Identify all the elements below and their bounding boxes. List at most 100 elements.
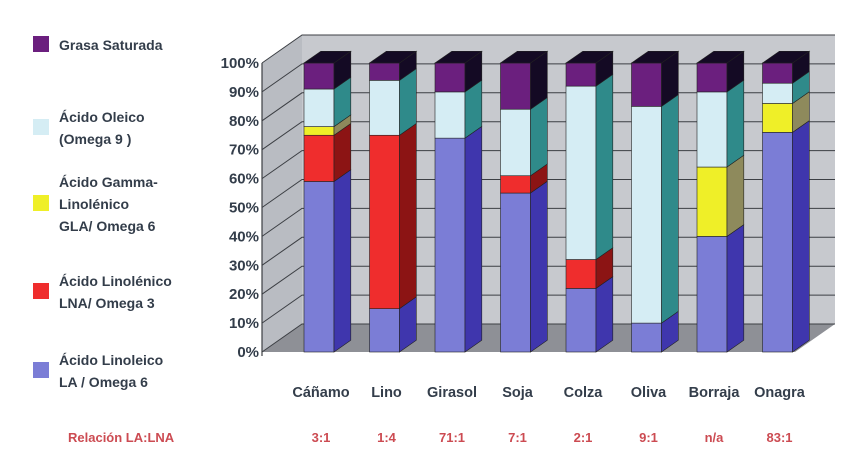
y-tick-label: 80% bbox=[229, 113, 259, 130]
bar-top bbox=[434, 50, 483, 64]
legend-label: Ácido Oleico bbox=[59, 109, 145, 125]
bar-segment bbox=[500, 108, 531, 177]
legend-item-acido-gamma: Ácido Gamma- Linolénico GLA/ Omega 6 bbox=[33, 174, 158, 234]
legend-label: Ácido Linoleico bbox=[59, 352, 163, 368]
y-tick-label: 20% bbox=[229, 286, 259, 303]
ratio-value: 83:1 bbox=[766, 430, 792, 445]
gridline bbox=[261, 34, 835, 64]
bar-segment-side bbox=[530, 96, 548, 177]
bar-segment-side bbox=[595, 73, 614, 261]
legend-label: GLA/ Omega 6 bbox=[59, 218, 156, 234]
y-tick-label: 0% bbox=[237, 344, 259, 361]
ratio-row: Relación LA:LNA 3:1 1:4 71:1 7:1 2:1 9:1 n/a 83:… bbox=[68, 430, 793, 445]
category-label: Cáñamo bbox=[292, 385, 349, 401]
bar-segment bbox=[369, 62, 400, 81]
y-axis-ticks: 0% 10% 20% 30% 40% 50% 60% 70% 80% 90% 100% bbox=[221, 55, 259, 361]
category-label: Oliva bbox=[631, 385, 667, 401]
bar-segment bbox=[303, 62, 335, 90]
bar-top bbox=[761, 50, 811, 64]
y-tick-label: 40% bbox=[229, 228, 259, 245]
bar-segment-side bbox=[792, 120, 810, 353]
ratio-value: 3:1 bbox=[312, 430, 331, 445]
bar-segment bbox=[500, 175, 531, 194]
category-label: Onagra bbox=[754, 385, 806, 401]
bar-segment bbox=[696, 166, 728, 237]
bar-segment bbox=[631, 106, 662, 324]
legend-swatch bbox=[33, 36, 49, 52]
bar-lino bbox=[368, 50, 418, 353]
bar-segment-side bbox=[399, 122, 417, 310]
legend-item-acido-linolenico: Ácido Linolénico LNA/ Omega 3 bbox=[33, 273, 172, 311]
bar-segment bbox=[762, 103, 793, 133]
category-label: Lino bbox=[371, 385, 402, 401]
bar-segment bbox=[696, 236, 728, 353]
legend-label: Linolénico bbox=[59, 196, 129, 212]
legend-swatch bbox=[33, 362, 49, 378]
bar-segment bbox=[434, 91, 466, 139]
bar-segment bbox=[631, 322, 662, 353]
category-label: Borraja bbox=[689, 385, 741, 401]
x-axis-categories: Cáñamo Lino Girasol Soja Colza Oliva Borraja On… bbox=[292, 385, 805, 401]
y-tick-label: 100% bbox=[221, 55, 259, 72]
chart-bars bbox=[303, 50, 811, 353]
bar-segment bbox=[500, 192, 531, 353]
y-tick-label: 90% bbox=[229, 84, 259, 101]
bar-top bbox=[565, 50, 614, 64]
bar-segment bbox=[303, 88, 335, 127]
y-tick-label: 60% bbox=[229, 171, 259, 188]
category-label: Girasol bbox=[427, 385, 477, 401]
bar-top bbox=[303, 50, 352, 64]
bar-segment-side bbox=[661, 94, 679, 324]
legend-item-grasa-saturada: Grasa Saturada bbox=[33, 36, 163, 53]
bar-segment bbox=[500, 62, 531, 110]
ratio-row-label: Relación LA:LNA bbox=[68, 430, 175, 445]
y-tick-label: 70% bbox=[229, 142, 259, 159]
legend-label: Ácido Linolénico bbox=[59, 273, 172, 289]
bar-segment bbox=[696, 62, 728, 93]
bar-segment bbox=[762, 62, 793, 84]
bar-borraja bbox=[696, 50, 745, 353]
bar-top bbox=[630, 50, 680, 64]
bar-segment bbox=[762, 132, 793, 353]
y-tick-label: 10% bbox=[229, 315, 259, 332]
bar-segment bbox=[565, 259, 597, 289]
legend-label: LA / Omega 6 bbox=[59, 374, 148, 390]
bar-segment bbox=[565, 85, 597, 260]
y-tick-label: 50% bbox=[229, 200, 259, 217]
bar-segment-side bbox=[726, 79, 745, 168]
legend-swatch bbox=[33, 119, 49, 135]
legend-label: LNA/ Omega 3 bbox=[59, 295, 155, 311]
bar-segment bbox=[631, 62, 662, 107]
legend-label: Ácido Gamma- bbox=[59, 174, 158, 190]
bar-segment bbox=[303, 126, 335, 136]
bar-segment bbox=[565, 288, 597, 353]
bar-segment bbox=[369, 308, 400, 353]
bar-top bbox=[499, 50, 549, 64]
ratio-value: 7:1 bbox=[508, 430, 527, 445]
legend-item-acido-linoleico: Ácido Linoleico LA / Omega 6 bbox=[33, 352, 163, 390]
bar-soja bbox=[499, 50, 549, 353]
category-label: Soja bbox=[502, 385, 534, 401]
category-label: Colza bbox=[564, 385, 604, 401]
legend-label: Grasa Saturada bbox=[59, 37, 163, 53]
legend-label: (Omega 9 ) bbox=[59, 131, 131, 147]
ratio-value: 9:1 bbox=[639, 430, 658, 445]
bar-canamo bbox=[303, 50, 352, 353]
bar-segment bbox=[696, 91, 728, 168]
bar-oliva bbox=[630, 50, 680, 353]
bar-segment bbox=[434, 62, 466, 93]
y-tick-label: 30% bbox=[229, 257, 259, 274]
ratio-value: n/a bbox=[705, 430, 725, 445]
legend-item-acido-oleico: Ácido Oleico (Omega 9 ) bbox=[33, 109, 145, 147]
bar-segment-side bbox=[726, 224, 745, 353]
bar-top bbox=[368, 50, 418, 64]
ratio-value: 1:4 bbox=[377, 430, 397, 445]
bar-segment bbox=[303, 181, 335, 353]
bar-segment-side bbox=[464, 125, 483, 353]
bar-segment bbox=[369, 134, 400, 309]
legend-swatch bbox=[33, 195, 49, 211]
bar-segment-side bbox=[595, 276, 614, 353]
bar-segment bbox=[762, 82, 793, 104]
